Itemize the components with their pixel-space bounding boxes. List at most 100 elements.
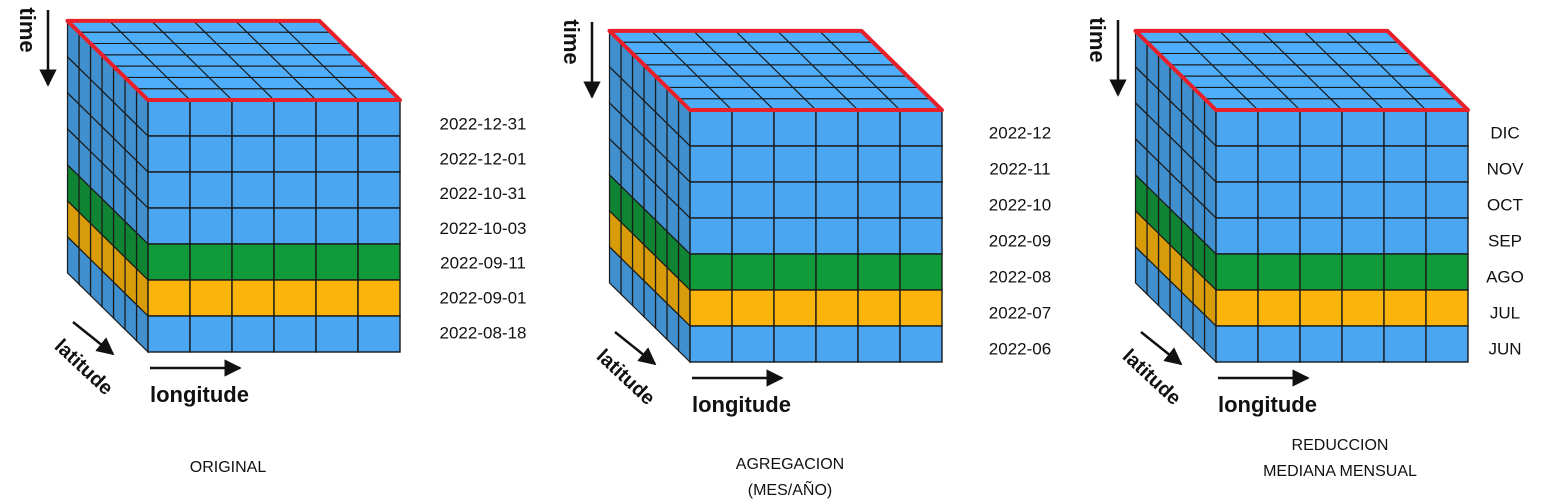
side-cell bbox=[608, 245, 622, 296]
front-cell bbox=[357, 279, 401, 317]
front-cell bbox=[1425, 145, 1469, 183]
cube-2: 2022-12 2022-11 2022-10 2022-09 2022-08 2022-… bbox=[559, 19, 1051, 499]
front-cell bbox=[231, 135, 275, 173]
cube-caption: ORIGINAL bbox=[190, 459, 267, 476]
front-cell bbox=[689, 181, 733, 219]
front-cell bbox=[731, 217, 775, 255]
front-cell bbox=[1425, 325, 1469, 363]
front-cell bbox=[147, 99, 191, 137]
front-cell bbox=[1383, 217, 1427, 255]
cube-1: 2022-12-31 2022-12-01 2022-10-31 2022-10-03… bbox=[15, 7, 526, 476]
front-cell bbox=[815, 253, 859, 291]
front-cell bbox=[315, 135, 359, 173]
front-cell bbox=[357, 99, 401, 137]
longitude-axis-label: longitude bbox=[1218, 392, 1317, 417]
front-cell bbox=[857, 325, 901, 363]
latitude-axis-arrow bbox=[1140, 331, 1183, 366]
front-cell bbox=[773, 253, 817, 291]
front-cell bbox=[1257, 289, 1301, 327]
front-cell bbox=[899, 109, 943, 147]
slice-label: 2022-10 bbox=[989, 195, 1051, 214]
front-cell bbox=[273, 135, 317, 173]
front-cell bbox=[857, 181, 901, 219]
slice-label: 2022-12-31 bbox=[440, 114, 527, 133]
slice-label: SEP bbox=[1488, 231, 1522, 250]
front-cell bbox=[815, 181, 859, 219]
slice-label: JUL bbox=[1490, 303, 1520, 322]
front-cell bbox=[1425, 217, 1469, 255]
front-cell bbox=[899, 253, 943, 291]
front-cell bbox=[231, 99, 275, 137]
front-cell bbox=[857, 289, 901, 327]
front-cell bbox=[815, 289, 859, 327]
front-cell bbox=[1341, 181, 1385, 219]
front-cell bbox=[315, 171, 359, 209]
front-cell bbox=[689, 289, 733, 327]
slice-label: 2022-11 bbox=[989, 159, 1050, 178]
front-cell bbox=[815, 325, 859, 363]
front-cell bbox=[357, 243, 401, 281]
front-cell bbox=[231, 315, 275, 353]
front-cell bbox=[1341, 325, 1385, 363]
slice-label: JUN bbox=[1488, 339, 1521, 358]
front-cell bbox=[1299, 325, 1343, 363]
front-cell bbox=[1299, 109, 1343, 147]
slice-label: 2022-06 bbox=[989, 339, 1051, 358]
slice-label: 2022-12 bbox=[989, 123, 1051, 142]
front-cell bbox=[1215, 181, 1259, 219]
front-cell bbox=[357, 135, 401, 173]
front-cell bbox=[731, 145, 775, 183]
front-cell bbox=[1383, 181, 1427, 219]
front-cell bbox=[773, 325, 817, 363]
front-cell bbox=[1425, 253, 1469, 291]
slice-label: 2022-12-01 bbox=[440, 149, 527, 168]
slice-label: NOV bbox=[1487, 159, 1525, 178]
front-cell bbox=[1383, 145, 1427, 183]
front-cell bbox=[147, 243, 191, 281]
front-cell bbox=[189, 279, 233, 317]
front-cell bbox=[273, 243, 317, 281]
front-cell bbox=[731, 253, 775, 291]
slice-label: 2022-08 bbox=[989, 267, 1051, 286]
front-cell bbox=[147, 315, 191, 353]
slice-label: 2022-10-03 bbox=[440, 219, 527, 238]
front-cell bbox=[689, 217, 733, 255]
front-cell bbox=[1257, 217, 1301, 255]
front-cell bbox=[315, 207, 359, 245]
front-cell bbox=[857, 253, 901, 291]
front-cell bbox=[1341, 217, 1385, 255]
front-cell bbox=[189, 99, 233, 137]
longitude-axis-label: longitude bbox=[692, 392, 791, 417]
front-cell bbox=[1299, 289, 1343, 327]
front-cell bbox=[1215, 145, 1259, 183]
front-cell bbox=[315, 99, 359, 137]
front-cell bbox=[773, 181, 817, 219]
latitude-axis-label: latitude bbox=[592, 345, 659, 410]
front-cell bbox=[773, 217, 817, 255]
front-cell bbox=[773, 145, 817, 183]
front-cell bbox=[1257, 109, 1301, 147]
front-cell bbox=[1215, 325, 1259, 363]
slice-label: DIC bbox=[1490, 123, 1519, 142]
front-cell bbox=[315, 279, 359, 317]
front-cell bbox=[357, 315, 401, 353]
latitude-axis-label: latitude bbox=[1118, 345, 1185, 410]
front-cell bbox=[147, 135, 191, 173]
front-cell bbox=[731, 325, 775, 363]
front-cell bbox=[1383, 325, 1427, 363]
cube-caption: AGREGACION bbox=[736, 456, 844, 473]
front-cell bbox=[1299, 145, 1343, 183]
front-cell bbox=[815, 145, 859, 183]
slice-label: 2022-09 bbox=[989, 231, 1051, 250]
slice-label: 2022-10-31 bbox=[440, 184, 527, 203]
front-cell bbox=[231, 243, 275, 281]
slice-label: 2022-08-18 bbox=[440, 323, 527, 342]
front-cell bbox=[273, 279, 317, 317]
top-face-outline bbox=[607, 28, 944, 112]
front-cell bbox=[189, 315, 233, 353]
front-cell bbox=[857, 145, 901, 183]
front-cell bbox=[1383, 109, 1427, 147]
cube-3: DIC NOV OCT SEP AGO JUL JUN time latitude longitu… bbox=[1085, 17, 1524, 480]
front-cell bbox=[899, 181, 943, 219]
front-cell bbox=[1257, 181, 1301, 219]
